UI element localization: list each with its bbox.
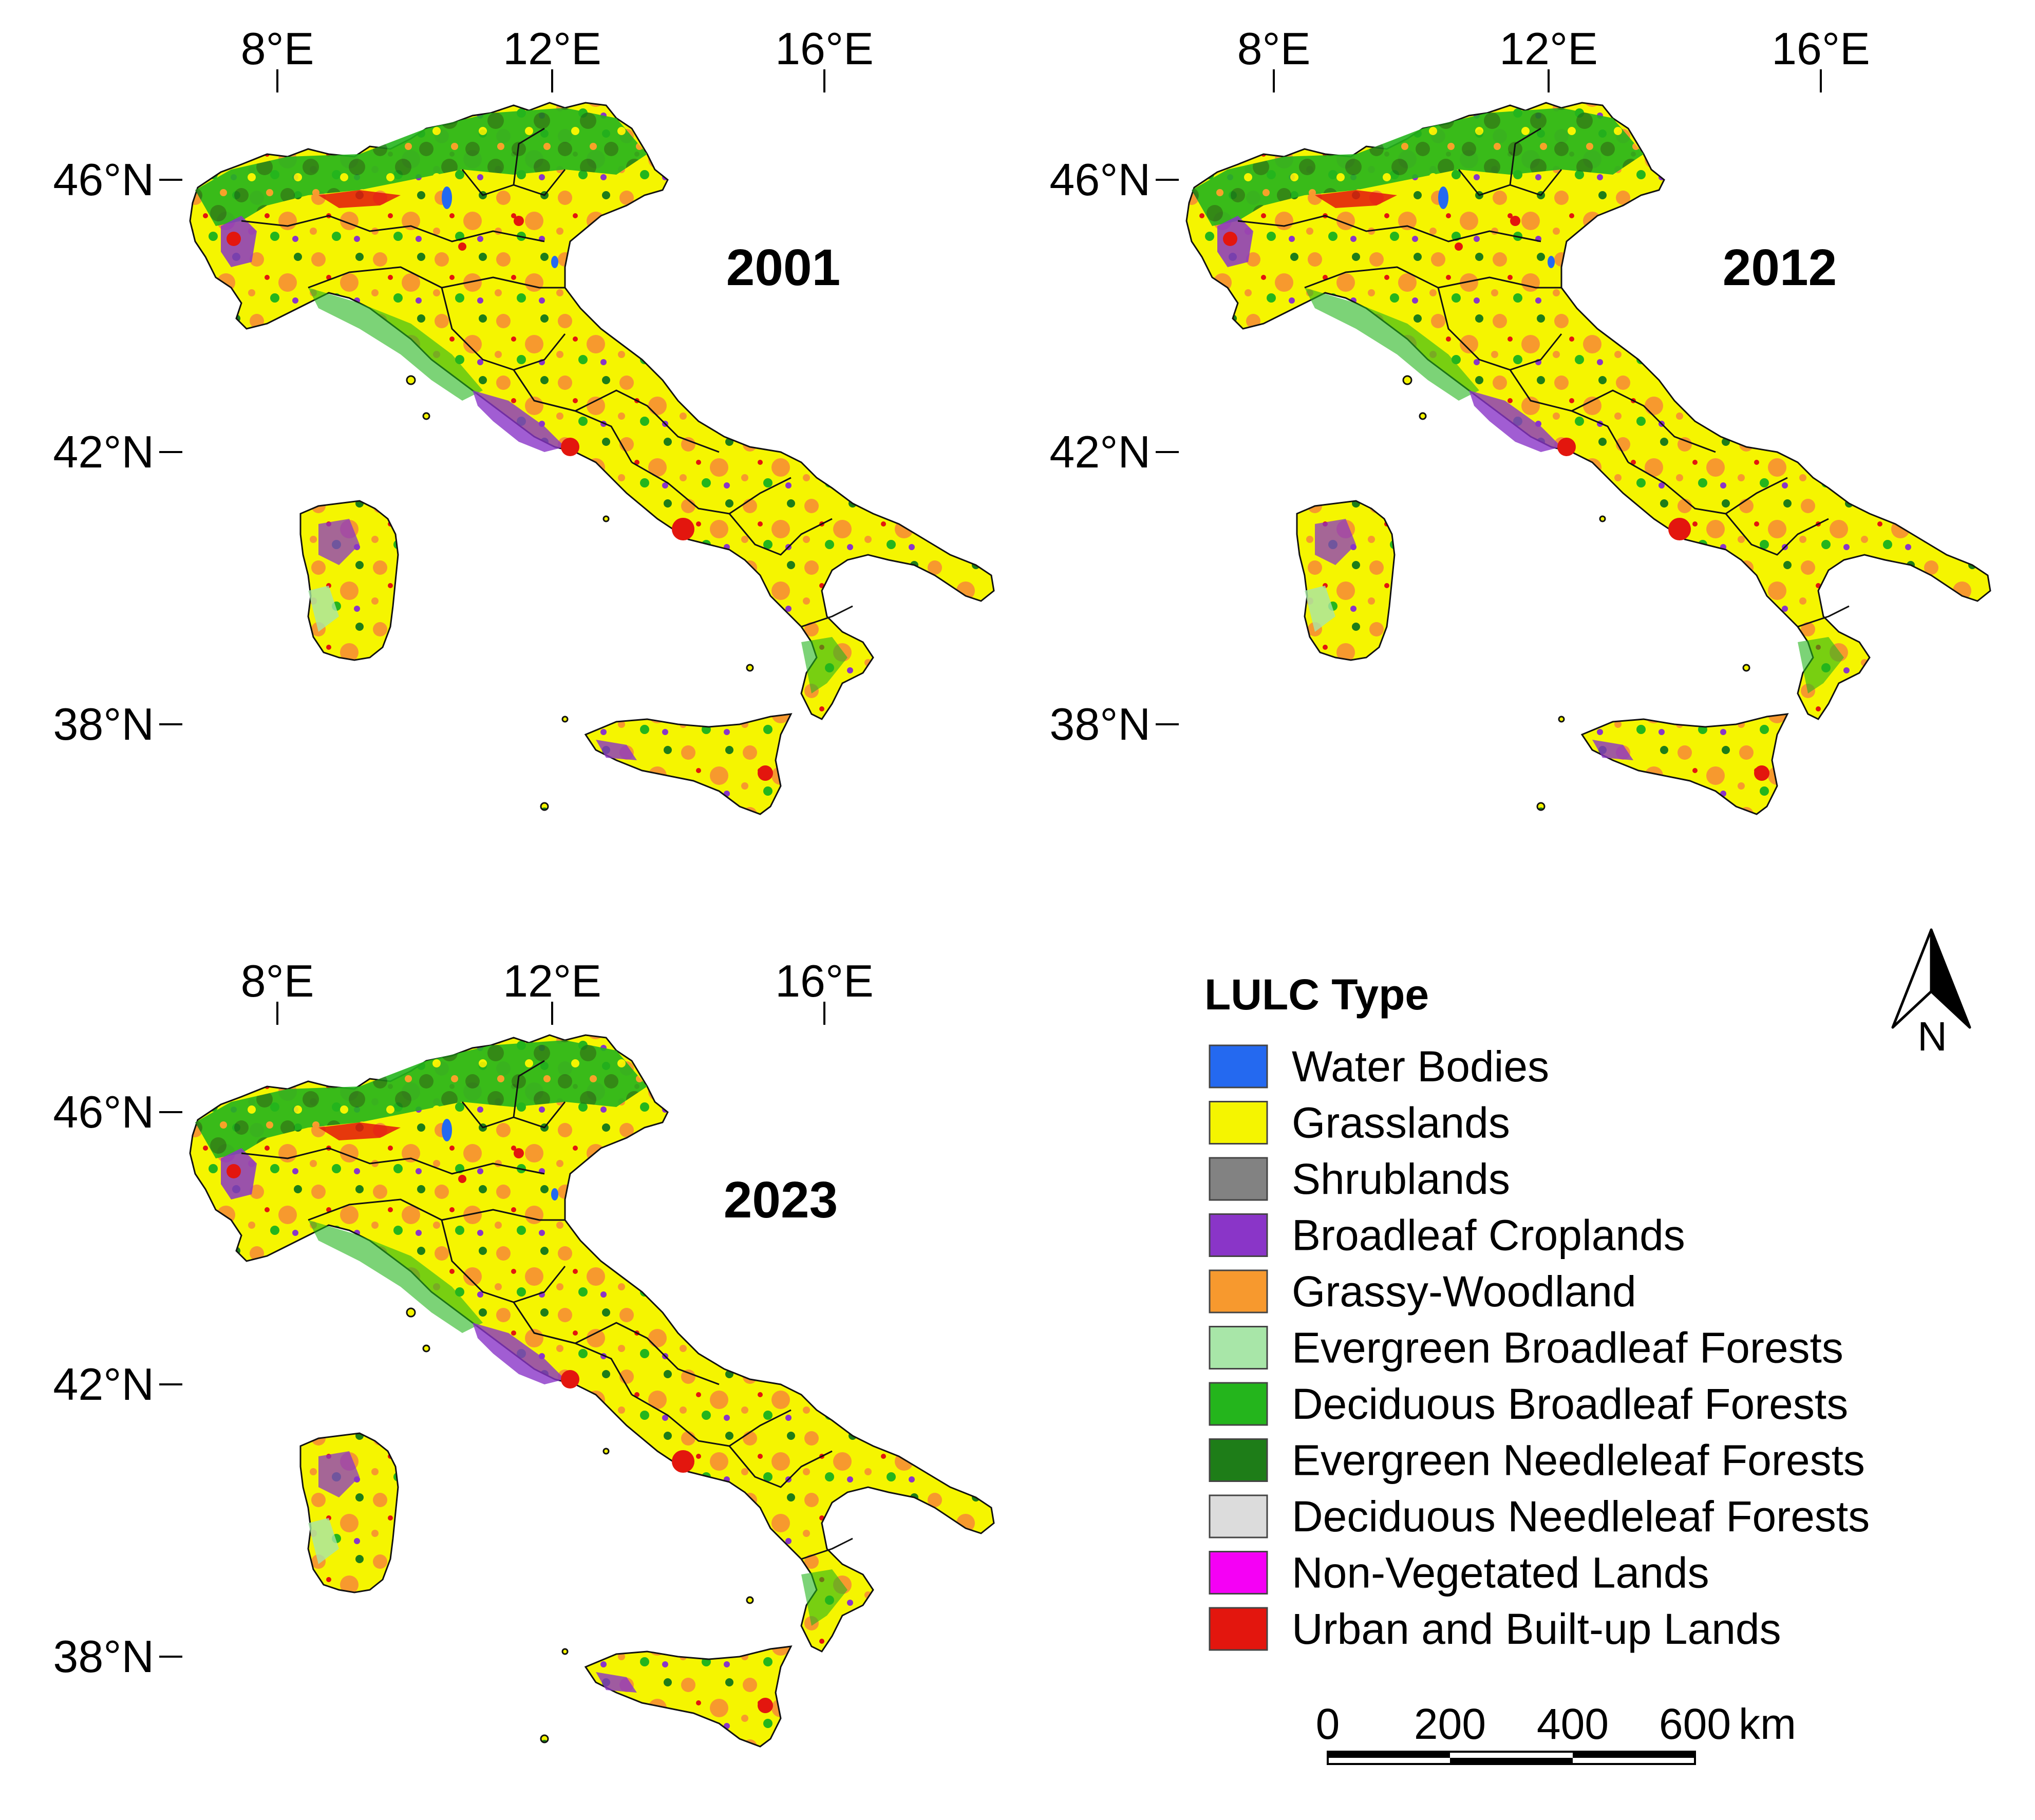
scale-tick: 400 xyxy=(1537,1700,1609,1748)
legend-label: Urban and Built-up Lands xyxy=(1292,1605,1781,1653)
legend-swatch xyxy=(1209,1607,1268,1651)
lon-label: 16°E xyxy=(775,955,874,1006)
italy-land xyxy=(189,1034,995,1748)
legend-label: Non-Vegetated Lands xyxy=(1292,1549,1709,1597)
lat-label: 42°N xyxy=(53,426,154,477)
lat-label: 46°N xyxy=(1049,154,1151,205)
lat-label: 38°N xyxy=(1049,699,1151,749)
legend-swatch xyxy=(1209,1326,1268,1369)
legend-item: Deciduous Needleleaf Forests xyxy=(1209,1492,1870,1541)
legend-swatch xyxy=(1209,1157,1268,1201)
legend-label: Water Bodies xyxy=(1292,1042,1549,1091)
legend-item: Urban and Built-up Lands xyxy=(1209,1605,1781,1653)
legend-swatch xyxy=(1209,1044,1268,1089)
map-panel-2023: 8°E 12°E 16°E 46°N 42°N 38°N 2023 xyxy=(53,955,995,1748)
year-label: 2023 xyxy=(724,1171,838,1229)
scale-unit: km xyxy=(1739,1700,1796,1748)
legend-swatch xyxy=(1209,1269,1268,1314)
legend-label: Grasslands xyxy=(1292,1099,1510,1147)
legend-swatch xyxy=(1209,1494,1268,1538)
legend-label: Evergreen Broadleaf Forests xyxy=(1292,1324,1843,1372)
legend-item: Evergreen Needleleaf Forests xyxy=(1209,1436,1865,1485)
lon-label: 12°E xyxy=(1499,23,1598,74)
legend-item: Grasslands xyxy=(1209,1099,1510,1147)
lat-label: 38°N xyxy=(53,1631,154,1682)
lon-label: 8°E xyxy=(241,23,314,74)
legend-swatch xyxy=(1209,1213,1268,1257)
legend-label: Grassy-Woodland xyxy=(1292,1267,1636,1316)
lon-label: 12°E xyxy=(503,23,601,74)
map-panel-2012: 8°E 12°E 16°E 46°N 42°N 38°N 2012 xyxy=(1049,23,1991,815)
lon-label: 8°E xyxy=(1237,23,1311,74)
lon-label: 16°E xyxy=(1772,23,1870,74)
legend-item: Deciduous Broadleaf Forests xyxy=(1209,1380,1848,1428)
legend-items: Water Bodies Grasslands Shrublands Broadlea… xyxy=(1209,1042,1870,1653)
lon-label: 16°E xyxy=(775,23,874,74)
legend-item: Shrublands xyxy=(1209,1155,1510,1203)
lat-label: 42°N xyxy=(1049,426,1151,477)
north-label: N xyxy=(1917,1014,1947,1059)
legend-swatch xyxy=(1209,1382,1268,1426)
legend-label: Broadleaf Croplands xyxy=(1292,1211,1685,1260)
legend-label: Evergreen Needleleaf Forests xyxy=(1292,1436,1865,1485)
year-label: 2012 xyxy=(1723,239,1837,296)
legend: LULC Type Water Bodies Grasslands Shrublan… xyxy=(1204,970,1870,1653)
legend-item: Evergreen Broadleaf Forests xyxy=(1209,1324,1843,1372)
lat-label: 46°N xyxy=(53,1086,154,1137)
year-label: 2001 xyxy=(726,239,840,296)
legend-title: LULC Type xyxy=(1204,970,1429,1019)
legend-item: Water Bodies xyxy=(1209,1042,1549,1091)
map-panel-2001: 8°E 12°E 16°E 46°N 42°N 38°N 2001 xyxy=(53,23,995,815)
scale-tick: 0 xyxy=(1316,1700,1340,1748)
lon-label: 12°E xyxy=(503,955,601,1006)
legend-swatch xyxy=(1209,1551,1268,1594)
italy-land xyxy=(189,102,995,815)
north-arrow-icon xyxy=(1891,928,1933,1029)
lat-label: 46°N xyxy=(53,154,154,205)
legend-swatch xyxy=(1209,1101,1268,1144)
legend-swatch xyxy=(1209,1438,1268,1482)
legend-label: Deciduous Broadleaf Forests xyxy=(1292,1380,1848,1428)
scale-tick: 600 xyxy=(1659,1700,1731,1748)
legend-item: Broadleaf Croplands xyxy=(1209,1211,1685,1260)
legend-label: Deciduous Needleleaf Forests xyxy=(1292,1492,1870,1541)
lat-label: 38°N xyxy=(53,699,154,749)
scale-bar: 0 200 400 600 km xyxy=(1316,1700,1796,1765)
lon-label: 8°E xyxy=(241,955,314,1006)
italy-land xyxy=(1185,102,1991,815)
scale-tick: 200 xyxy=(1414,1700,1486,1748)
legend-item: Grassy-Woodland xyxy=(1209,1267,1636,1316)
legend-item: Non-Vegetated Lands xyxy=(1209,1549,1709,1597)
lat-label: 42°N xyxy=(53,1359,154,1410)
legend-label: Shrublands xyxy=(1292,1155,1510,1203)
north-arrow: N xyxy=(1891,928,1971,1059)
